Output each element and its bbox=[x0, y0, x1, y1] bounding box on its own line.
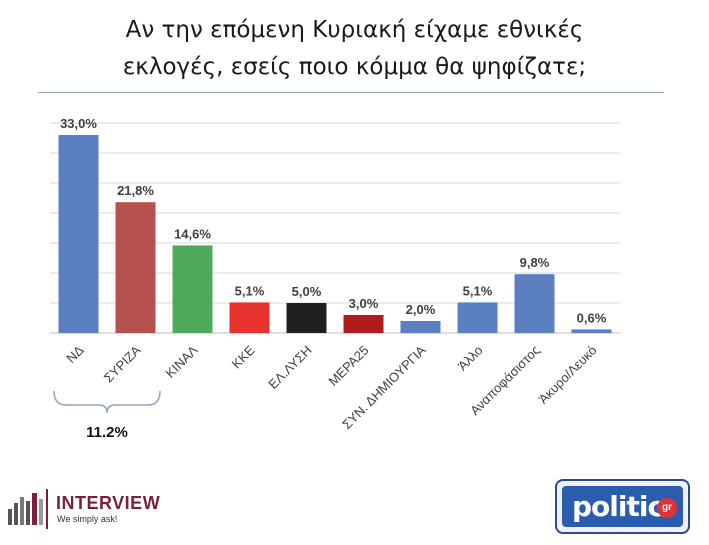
bar-1 bbox=[115, 202, 156, 333]
bar-value-label-5: 3,0% bbox=[349, 296, 379, 311]
bar-0 bbox=[58, 135, 99, 333]
bar-value-label-9: 0,6% bbox=[577, 310, 607, 325]
bar-3 bbox=[229, 302, 270, 333]
chart-title: Αν την επόμενη Κυριακή είχαμε εθνικές εκ… bbox=[0, 12, 709, 86]
chart-title-line-1: Αν την επόμενη Κυριακή είχαμε εθνικές bbox=[125, 17, 584, 43]
group-total-label: 11.2% bbox=[86, 424, 128, 441]
bar-value-label-2: 14,6% bbox=[174, 226, 211, 241]
category-label-0: ΝΔ bbox=[63, 342, 87, 366]
bar-value-label-7: 5,1% bbox=[463, 283, 493, 298]
bar-chart: 33,0% ΝΔ 21,8% ΣΥΡΙΖΑ 14,6% ΚΙΝΑΛ 5,1% ΚΚΕ 5,0% Ε… bbox=[50, 116, 620, 441]
bar-value-label-8: 9,8% bbox=[520, 255, 550, 270]
bar-6 bbox=[400, 321, 441, 333]
interview-logo-name: INTERVIEW bbox=[56, 493, 161, 513]
interview-logo: INTERVIEW We simply ask! bbox=[6, 485, 166, 529]
bar-value-label-0: 33,0% bbox=[60, 116, 97, 131]
category-label-4: ΕΛ.ΛΥΣΗ bbox=[265, 343, 314, 392]
category-label-9: Άκυρο/Λευκό bbox=[535, 343, 599, 407]
bar-4 bbox=[286, 303, 327, 333]
politic-logo-panel: politic gr bbox=[562, 486, 683, 527]
bar-value-label-4: 5,0% bbox=[292, 284, 322, 299]
category-label-2: ΚΙΝΑΛ bbox=[162, 342, 200, 380]
bar-8 bbox=[514, 274, 555, 333]
bar-value-label-1: 21,8% bbox=[117, 183, 154, 198]
chart-title-line-2: εκλογές, εσείς ποιο κόμμα θα ψηφίζατε; bbox=[122, 54, 587, 80]
interview-bars-icon bbox=[8, 489, 48, 529]
bar-value-label-3: 5,1% bbox=[235, 283, 265, 298]
category-label-5: ΜΕΡΑ25 bbox=[325, 343, 371, 389]
bar-9 bbox=[571, 329, 612, 333]
politic-logo-suffix: gr bbox=[657, 498, 677, 518]
politic-logo: politic gr bbox=[555, 479, 690, 534]
category-label-1: ΣΥΡΙΖΑ bbox=[101, 342, 144, 385]
politic-logo-name: politic bbox=[572, 490, 664, 523]
bar-7 bbox=[457, 302, 498, 333]
group-bracket bbox=[53, 390, 161, 414]
interview-logo-tagline: We simply ask! bbox=[57, 514, 118, 524]
bar-2 bbox=[172, 245, 213, 333]
bar-5 bbox=[343, 315, 384, 333]
category-label-7: Άλλο bbox=[455, 343, 486, 374]
category-label-3: ΚΚΕ bbox=[229, 342, 258, 371]
title-divider bbox=[38, 92, 664, 93]
bar-value-label-6: 2,0% bbox=[406, 302, 436, 317]
